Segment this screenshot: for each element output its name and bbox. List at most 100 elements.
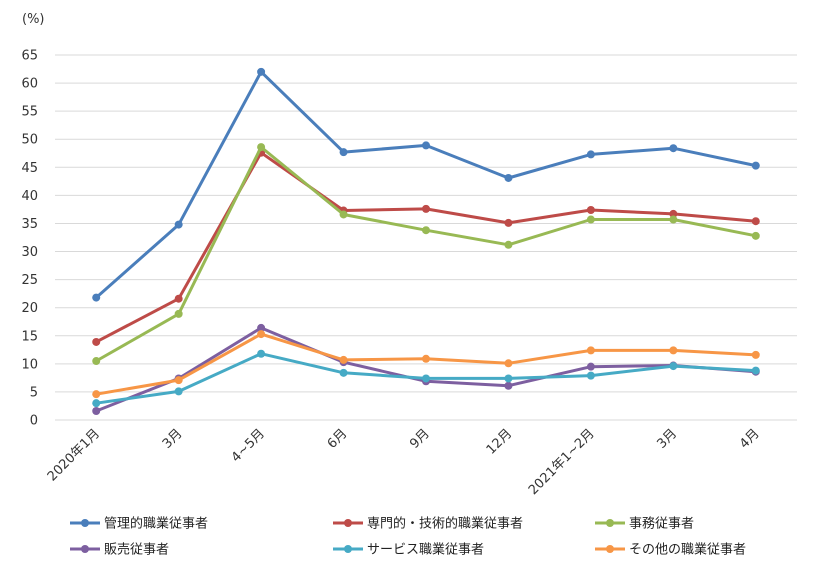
data-point <box>669 362 678 371</box>
series-4 <box>92 323 760 416</box>
x-tick-label: 4月 <box>737 426 763 452</box>
series-group <box>92 67 760 416</box>
data-point <box>504 374 513 383</box>
series-line <box>94 151 758 344</box>
legend-label: 管理的職業従事者 <box>104 516 208 532</box>
x-tick-label: 4~5月 <box>229 426 268 465</box>
data-point <box>92 399 101 408</box>
y-tick-label: 50 <box>21 133 38 148</box>
data-point <box>751 161 760 170</box>
data-point <box>339 148 348 157</box>
data-point <box>422 226 430 235</box>
x-axis-ticks: 2020年1月 3月 4~5月 6月 9月 12月 2021年1~2月 3月 4月 <box>45 426 763 498</box>
legend-marker <box>606 545 614 553</box>
y-tick-label: 20 <box>21 301 38 316</box>
y-tick-label: 55 <box>21 105 38 120</box>
legend-item: 管理的職業従事者 <box>70 516 208 532</box>
data-point <box>92 407 101 416</box>
legend-marker <box>81 519 89 527</box>
data-point <box>586 362 595 371</box>
y-tick-label: 60 <box>21 77 38 92</box>
data-point <box>669 209 678 218</box>
x-tick-label: 2021年1~2月 <box>526 426 598 498</box>
data-point <box>174 387 183 396</box>
legend-label: その他の職業従事者 <box>629 542 746 558</box>
y-tick-label: 0 <box>30 414 38 429</box>
legend-marker <box>606 519 614 527</box>
x-tick-label: 9月 <box>407 426 433 452</box>
series-6 <box>92 330 760 399</box>
data-point <box>504 173 513 182</box>
series-3 <box>92 143 760 366</box>
legend-item: サービス職業従事者 <box>333 542 484 558</box>
series-2 <box>92 148 760 346</box>
series-5 <box>92 349 760 408</box>
legend-label: サービス職業従事者 <box>367 542 484 558</box>
data-point <box>504 381 513 390</box>
data-point <box>174 376 183 385</box>
data-point <box>586 346 595 355</box>
data-point <box>174 309 183 318</box>
data-point <box>751 366 760 375</box>
data-point <box>92 293 101 302</box>
data-point <box>257 143 266 152</box>
data-point <box>257 67 266 76</box>
y-unit-label: (%) <box>22 12 45 27</box>
data-point <box>92 390 101 399</box>
x-tick-label: 12月 <box>484 426 515 457</box>
data-point <box>504 240 513 249</box>
data-point <box>422 141 430 150</box>
data-point <box>504 359 513 368</box>
x-tick-label: 2020年1月 <box>45 426 103 484</box>
data-point <box>669 215 678 224</box>
data-point <box>92 357 101 366</box>
data-point <box>586 205 595 214</box>
data-point <box>257 349 266 358</box>
data-point <box>339 210 348 219</box>
series-line <box>94 70 758 300</box>
data-point <box>257 323 266 332</box>
data-point <box>339 368 348 377</box>
series-line <box>94 145 758 363</box>
y-tick-label: 25 <box>21 273 38 288</box>
y-tick-label: 65 <box>21 49 38 64</box>
legend-item: その他の職業従事者 <box>595 542 746 558</box>
data-point <box>422 354 430 363</box>
data-point <box>422 204 430 213</box>
data-point <box>751 350 760 359</box>
legend-item: 専門的・技術的職業従事者 <box>333 516 523 532</box>
legend-label: 販売従事者 <box>104 542 169 558</box>
legend-label: 専門的・技術的職業従事者 <box>367 516 523 532</box>
legend-item: 事務従事者 <box>595 517 694 532</box>
y-tick-label: 10 <box>21 357 38 372</box>
y-tick-label: 15 <box>21 329 38 344</box>
data-point <box>174 294 183 303</box>
data-point <box>339 355 348 364</box>
legend-marker <box>344 519 352 527</box>
data-point <box>669 144 678 153</box>
data-point <box>669 346 678 355</box>
data-point <box>586 150 595 159</box>
y-axis-ticks: 0 5 10 15 20 25 30 35 40 45 50 55 60 65 <box>21 49 38 429</box>
legend-marker <box>344 545 352 553</box>
data-point <box>92 337 101 346</box>
data-point <box>257 330 266 339</box>
data-point <box>504 218 513 227</box>
series-1 <box>92 67 760 302</box>
data-point <box>751 231 760 240</box>
x-tick-label: 3月 <box>655 426 681 452</box>
data-point <box>174 220 183 229</box>
y-tick-label: 35 <box>21 217 38 232</box>
legend-marker <box>81 545 89 553</box>
x-tick-label: 6月 <box>325 426 351 452</box>
legend-label: 事務従事者 <box>629 517 694 532</box>
y-tick-label: 5 <box>30 385 38 400</box>
data-point <box>586 371 595 380</box>
y-tick-label: 30 <box>21 245 38 260</box>
data-point <box>751 217 760 226</box>
x-tick-label: 3月 <box>160 426 186 452</box>
legend-item: 販売従事者 <box>70 542 169 558</box>
y-tick-label: 45 <box>21 161 38 176</box>
